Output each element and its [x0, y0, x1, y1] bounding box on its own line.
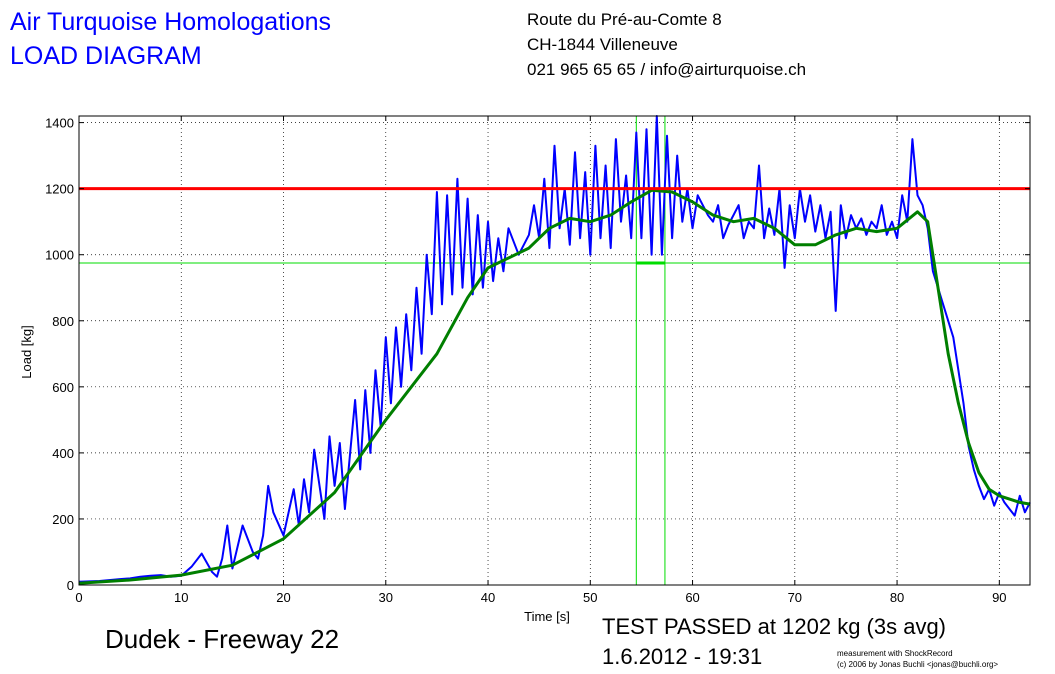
x-tick-label: 20 [276, 590, 290, 605]
x-tick-label: 40 [481, 590, 495, 605]
x-tick-label: 50 [583, 590, 597, 605]
test-result: TEST PASSED at 1202 kg (3s avg) [602, 614, 947, 639]
x-tick-label: 10 [174, 590, 188, 605]
y-axis-label: Load [kg] [19, 325, 34, 379]
y-tick-label: 200 [52, 512, 74, 527]
glider-name: Dudek - Freeway 22 [105, 624, 340, 654]
x-axis-label: Time [s] [524, 609, 570, 624]
axis-layer: 0 10 20 30 40 50 60 70 80 90 0 200 400 600 800 1000 1200… [45, 115, 1031, 605]
y-tick-label: 600 [52, 380, 74, 395]
x-tick-label: 30 [379, 590, 393, 605]
plot-frame [78, 115, 1031, 586]
y-tick-label: 1000 [45, 248, 74, 263]
avg-load-series [78, 188, 1031, 585]
y-tick-label: 1200 [45, 182, 74, 197]
series-layer [78, 115, 1031, 585]
x-tick-label: 70 [788, 590, 802, 605]
avg-window-layer [79, 116, 1030, 585]
y-tick-label: 800 [52, 314, 74, 329]
x-tick-label: 80 [890, 590, 904, 605]
address-contact: 021 965 65 65 / info@airturquoise.ch [527, 60, 807, 79]
x-tick-label: 90 [992, 590, 1006, 605]
test-datetime: 1.6.2012 - 19:31 [602, 644, 763, 669]
company-name: Air Turquoise Homologations [10, 8, 331, 36]
document-title: LOAD DIAGRAM [10, 42, 202, 70]
copyright-line: (c) 2006 by Jonas Buchli <jonas@buchli.o… [837, 660, 999, 669]
grid-layer [79, 116, 1030, 585]
y-tick-label: 1400 [45, 116, 74, 131]
credit-line: measurement with ShockRecord [837, 649, 953, 658]
address-street: Route du Pré-au-Comte 8 [527, 10, 722, 29]
address-city: CH-1844 Villeneuve [527, 35, 678, 54]
x-tick-label: 60 [685, 590, 699, 605]
y-tick-label: 0 [67, 578, 74, 593]
raw-load-series [78, 115, 1031, 583]
y-tick-label: 400 [52, 446, 74, 461]
x-tick-label: 0 [75, 590, 82, 605]
